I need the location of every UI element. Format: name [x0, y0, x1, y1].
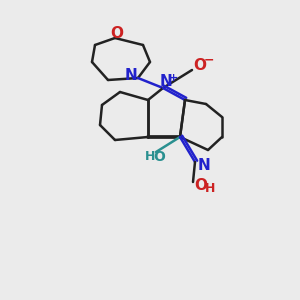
Text: −: −	[204, 53, 214, 67]
Text: H: H	[145, 151, 155, 164]
Text: O: O	[194, 58, 206, 73]
Text: H: H	[205, 182, 215, 196]
Text: N: N	[160, 74, 172, 89]
Text: N: N	[198, 158, 210, 172]
Text: O: O	[110, 26, 124, 40]
Text: O: O	[153, 150, 165, 164]
Text: +: +	[168, 73, 178, 83]
Text: N: N	[124, 68, 137, 82]
Text: O: O	[194, 178, 208, 193]
